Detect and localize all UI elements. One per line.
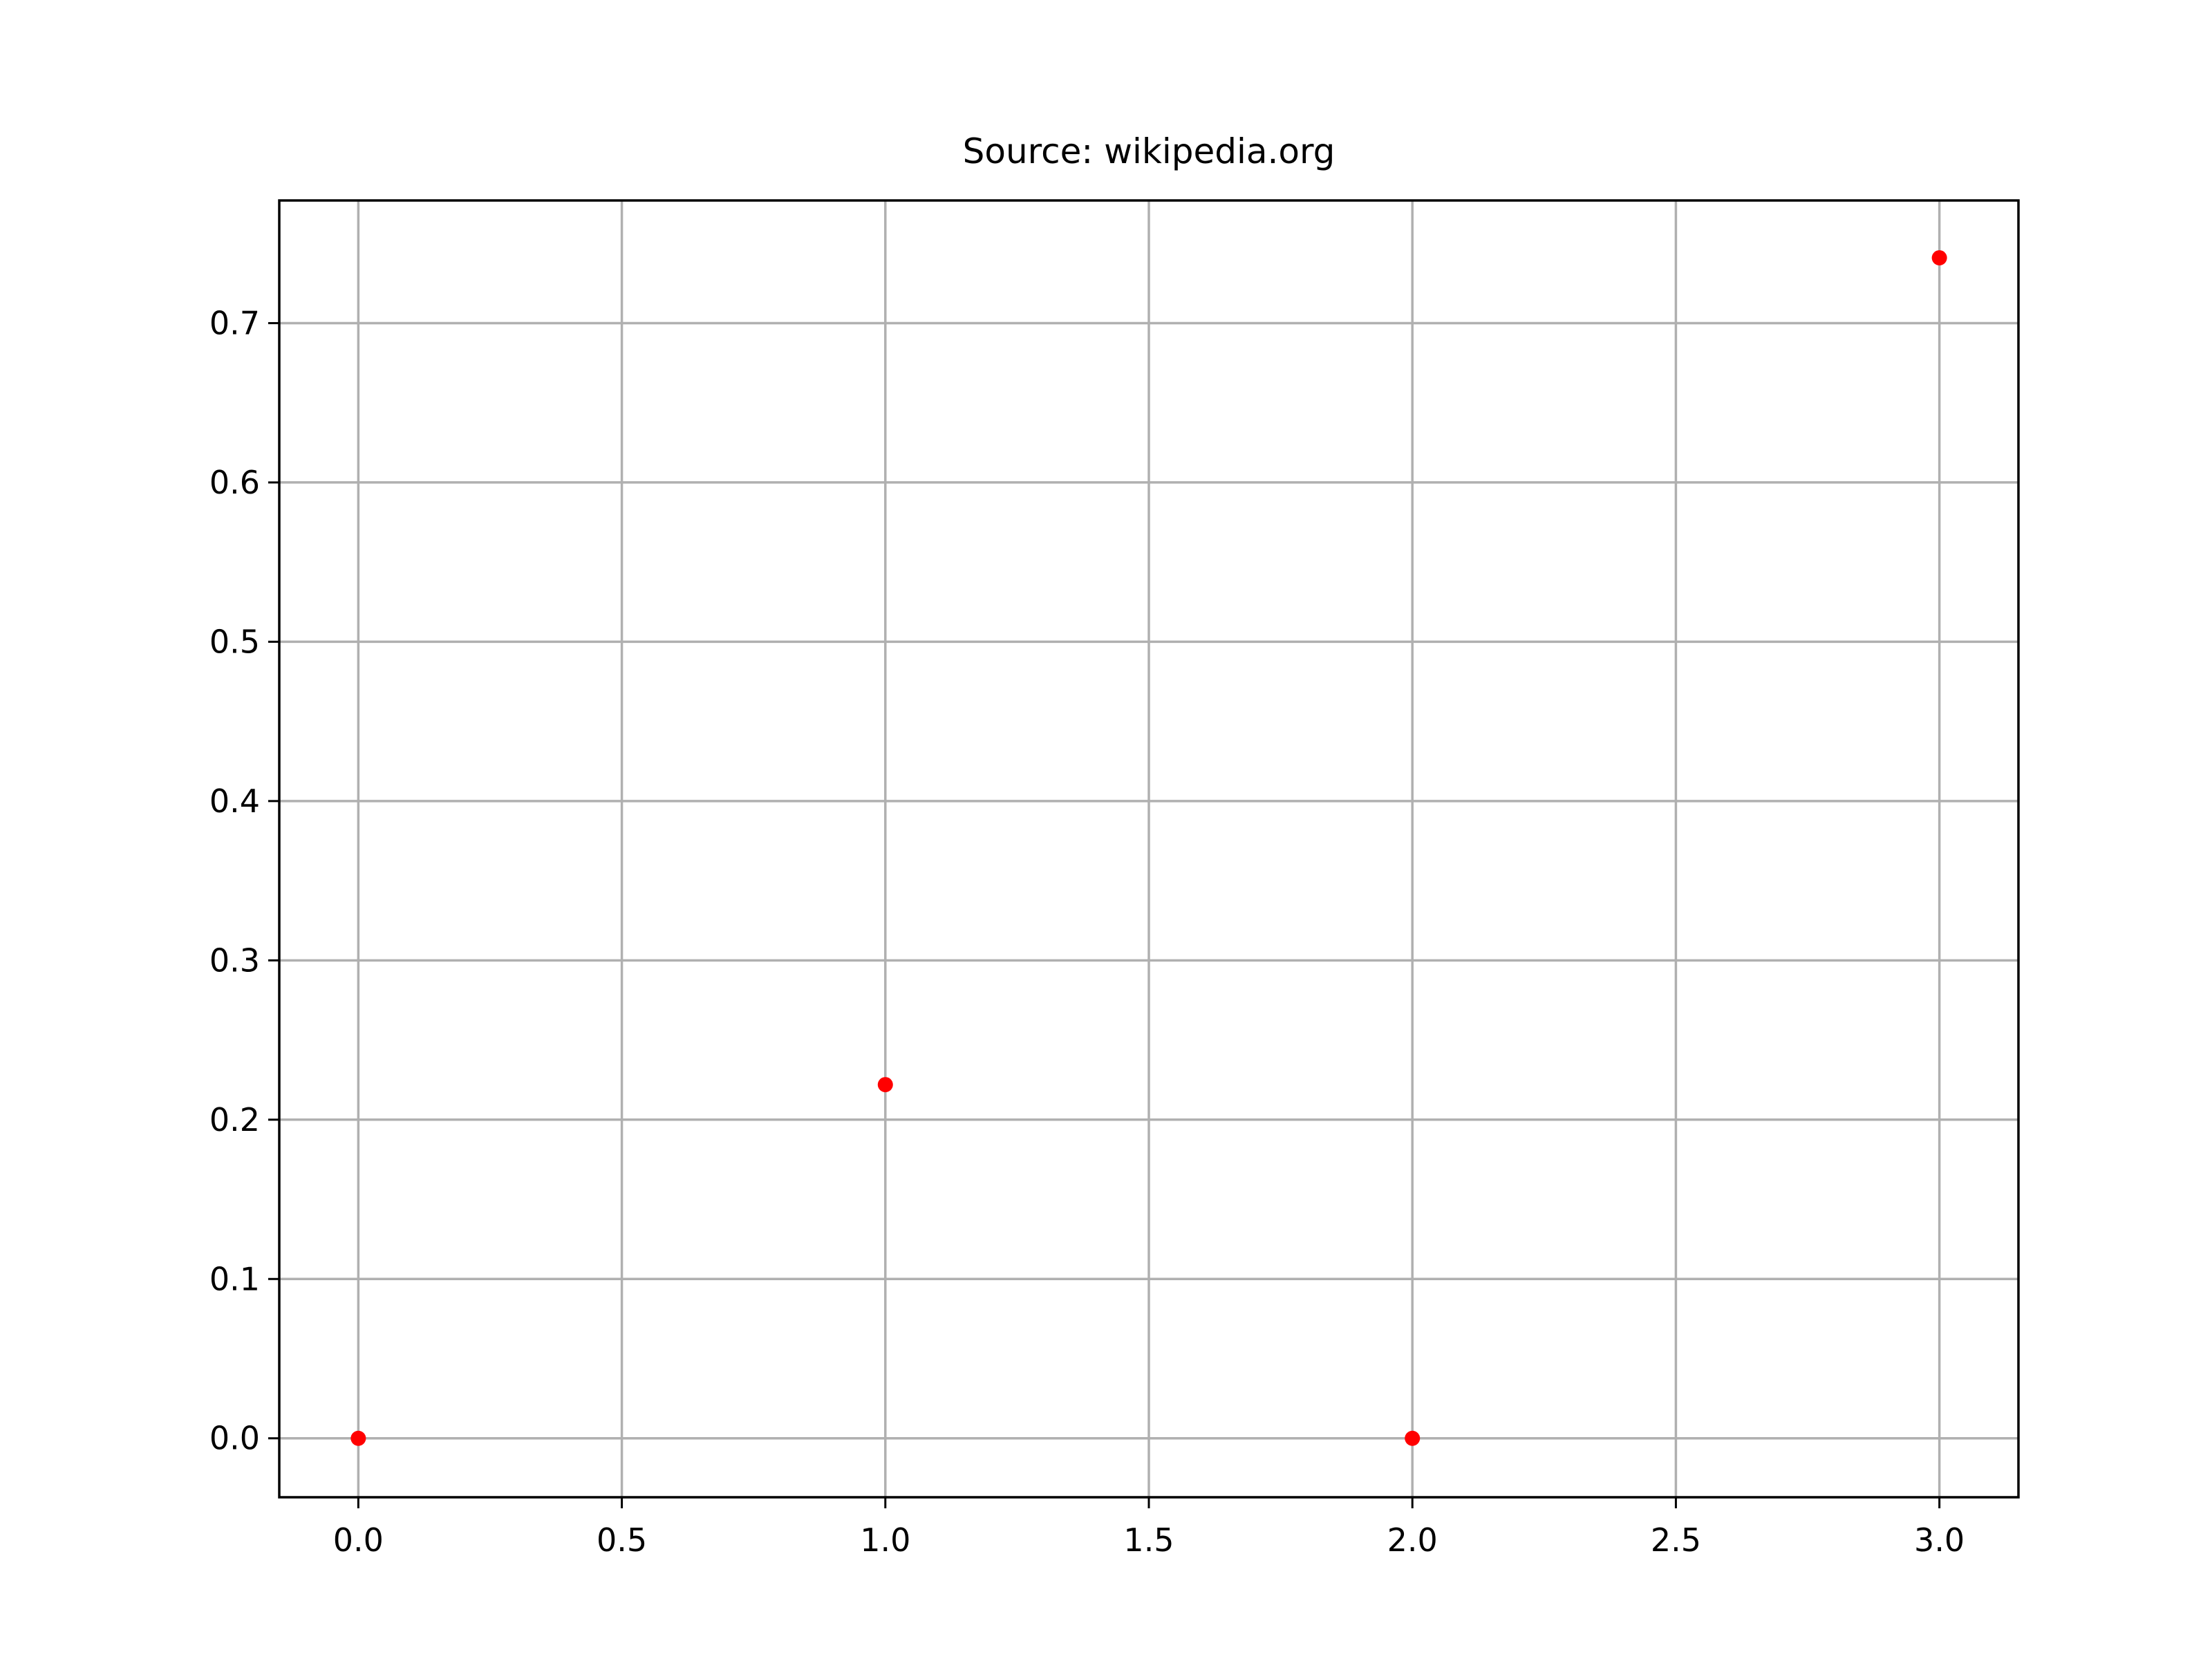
y-tick-label: 0.3 (209, 941, 260, 979)
chart-title: Source: wikipedia.org (963, 131, 1335, 171)
x-tick-label: 0.0 (333, 1521, 384, 1559)
x-tick-label: 2.0 (1387, 1521, 1438, 1559)
tick-labels: 0.0 0.5 1.0 1.5 2.0 2.5 3.0 0.0 0.1 0.2 0.3 0.4 0.5 0… (209, 304, 1965, 1559)
x-tick-label: 2.5 (1651, 1521, 1701, 1559)
y-tick-label: 0.2 (209, 1101, 260, 1138)
axis-ticks (268, 321, 1941, 1508)
x-tick-label: 0.5 (597, 1521, 647, 1559)
data-point (1405, 1430, 1421, 1446)
y-tick-label: 0.1 (209, 1260, 260, 1297)
y-tick-label: 0.5 (209, 623, 260, 660)
data-point (1931, 250, 1947, 265)
x-tick-label: 1.5 (1123, 1521, 1174, 1559)
y-tick-label: 0.4 (209, 782, 260, 820)
plot-frame (278, 199, 2020, 1499)
y-tick-label: 0.0 (209, 1420, 260, 1457)
y-tick-label: 0.6 (209, 464, 260, 501)
data-points (350, 250, 1947, 1446)
x-tick-label: 3.0 (1914, 1521, 1965, 1559)
grid-lines (279, 200, 2018, 1497)
y-tick-label: 0.7 (209, 304, 260, 341)
data-point (350, 1430, 366, 1446)
data-point (877, 1077, 893, 1093)
x-tick-label: 1.0 (860, 1521, 910, 1559)
